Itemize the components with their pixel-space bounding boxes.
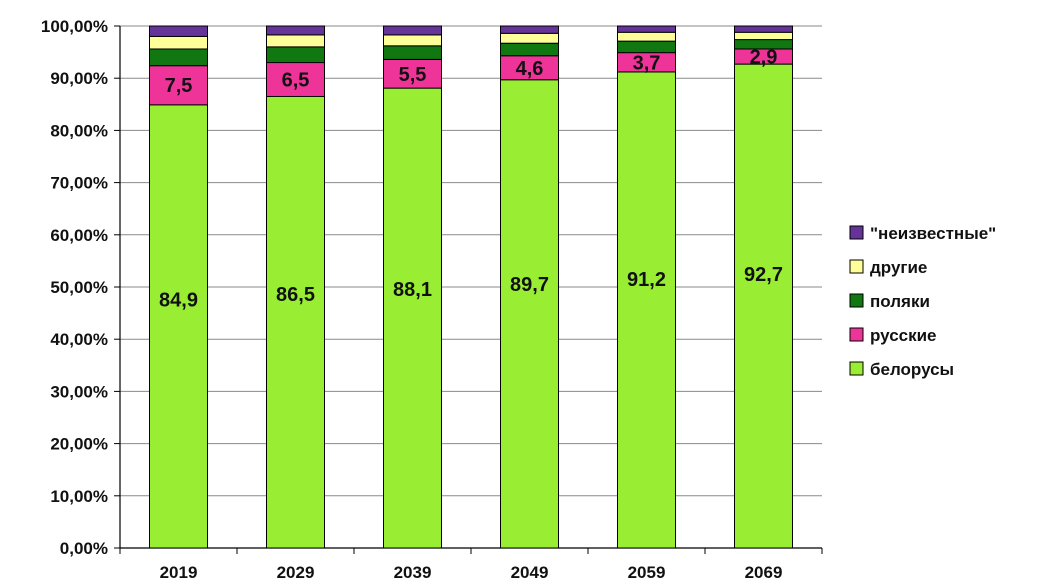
y-tick-label: 20,00%	[50, 435, 108, 454]
data-label: 88,1	[393, 279, 432, 301]
y-tick-label: 80,00%	[50, 121, 108, 140]
data-label: 3,7	[633, 52, 661, 74]
y-tick-label: 70,00%	[50, 174, 108, 193]
bar-segment	[149, 104, 208, 549]
bars	[149, 25, 793, 549]
bar-segment	[266, 95, 325, 549]
bar-segment	[149, 25, 208, 37]
bar-segment	[734, 25, 793, 33]
data-label: 92,7	[744, 264, 783, 286]
y-tick-label: 50,00%	[50, 278, 108, 297]
y-tick-label: 60,00%	[50, 226, 108, 245]
data-label: 86,5	[276, 284, 315, 306]
x-tick-label: 2019	[160, 563, 198, 582]
data-label: 84,9	[159, 289, 198, 311]
legend-swatch	[849, 293, 864, 308]
y-tick-label: 40,00%	[50, 330, 108, 349]
y-tick-label: 100,00%	[41, 17, 108, 36]
bar-segment	[734, 31, 793, 41]
data-label: 89,7	[510, 274, 549, 296]
y-tick-label: 10,00%	[50, 487, 108, 506]
x-tick-label: 2049	[511, 563, 549, 582]
bar-segment	[617, 31, 676, 42]
gridlines	[120, 25, 822, 497]
bar-segment	[617, 25, 676, 33]
bar-segment	[383, 34, 442, 47]
legend-swatch	[849, 361, 864, 376]
bar-segment	[500, 55, 559, 81]
legend-label: другие	[870, 258, 927, 277]
bar-segment	[149, 35, 208, 50]
data-label: 6,5	[282, 70, 310, 92]
axes: 0,00% 10,00% 20,00% 30,00% 40,00% 50,00% 60,00…	[41, 17, 823, 582]
data-labels: 84,9 7,5 86,5 6,5 88,1 5,5 89,7 4,6 91,2 3,7 92,7 2…	[159, 47, 783, 312]
x-tick-label: 2059	[628, 563, 666, 582]
bar-segment	[383, 87, 442, 549]
bar-segment	[383, 25, 442, 36]
bar-segment	[266, 46, 325, 64]
bar-segment	[500, 25, 559, 34]
bar-segment	[500, 32, 559, 44]
data-label: 5,5	[399, 64, 427, 86]
x-tick-label: 2039	[394, 563, 432, 582]
x-tick-label: 2029	[277, 563, 315, 582]
bar-segment	[734, 63, 793, 549]
data-label: 4,6	[516, 58, 544, 80]
bar-segment	[617, 71, 676, 549]
legend-swatch	[849, 259, 864, 274]
x-tick-label: 2069	[745, 563, 783, 582]
legend: "неизвестные" другие поляки русские белорусы	[849, 224, 996, 379]
data-label: 2,9	[750, 47, 778, 69]
data-label: 91,2	[627, 269, 666, 291]
y-tick-label: 30,00%	[50, 382, 108, 401]
legend-swatch	[849, 225, 864, 240]
bar-segment	[149, 48, 208, 67]
bar-segment	[266, 25, 325, 36]
bar-segment	[383, 58, 442, 89]
bar-segment	[266, 62, 325, 97]
bar-segment	[383, 45, 442, 60]
legend-label: русские	[870, 326, 937, 345]
y-tick-label: 90,00%	[50, 69, 108, 88]
data-label: 7,5	[165, 75, 193, 97]
y-tick-label: 0,00%	[60, 539, 108, 558]
legend-swatch	[849, 327, 864, 342]
legend-label: белорусы	[870, 360, 954, 379]
bar-segment	[500, 42, 559, 57]
bar-segment	[149, 65, 208, 106]
bar-segment	[266, 34, 325, 48]
legend-label: "неизвестные"	[870, 224, 996, 243]
bar-segment	[500, 79, 559, 549]
legend-label: поляки	[870, 292, 930, 311]
bar-segment	[617, 40, 676, 54]
